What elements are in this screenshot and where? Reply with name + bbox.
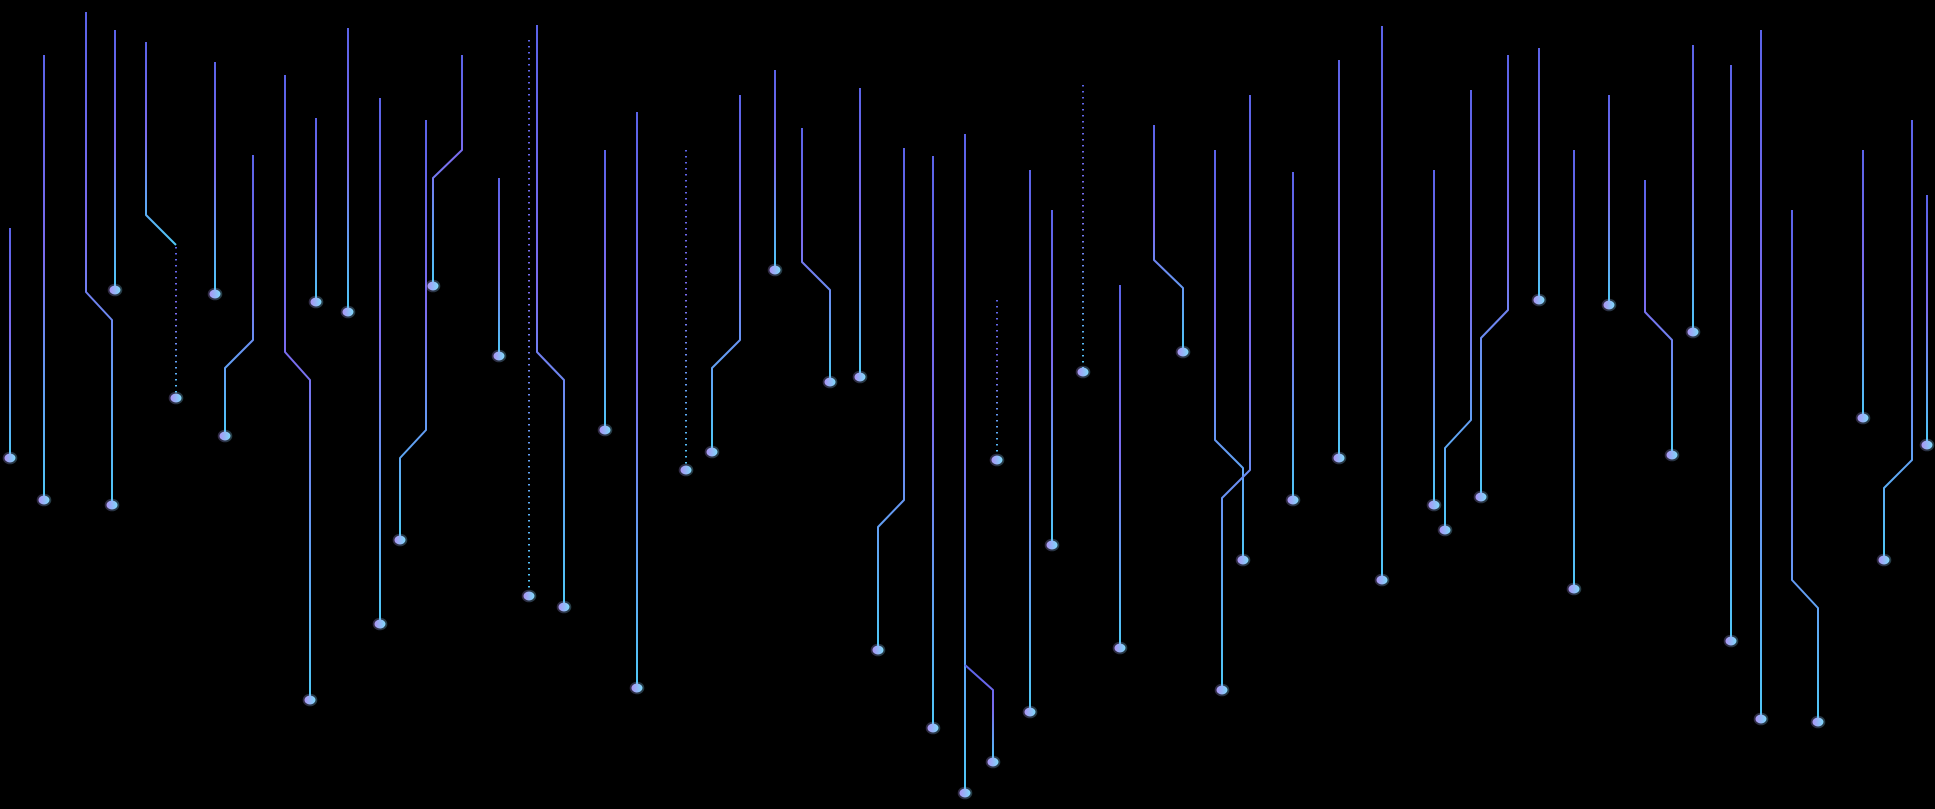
circuit-trace — [1480, 55, 1509, 497]
trace-endpoint-dot — [4, 453, 16, 463]
circuit-trace — [964, 664, 994, 762]
trace-endpoint-dot — [824, 377, 836, 387]
circuit-trace — [399, 120, 427, 540]
trace-endpoint-dot — [1376, 575, 1388, 585]
trace-endpoint-dot — [1216, 685, 1228, 695]
circuit-trace — [1791, 210, 1819, 722]
trace-endpoint-dot — [106, 500, 118, 510]
circuit-trace — [1221, 95, 1251, 690]
circuit-trace — [801, 128, 831, 382]
circuit-trace — [432, 55, 463, 286]
trace-endpoint-dot — [427, 281, 439, 291]
trace-endpoint-dot — [1603, 300, 1615, 310]
trace-endpoint-dot — [599, 425, 611, 435]
trace-endpoint-dot — [927, 723, 939, 733]
circuit-trace — [1214, 150, 1244, 560]
trace-endpoint-dot — [1755, 714, 1767, 724]
trace-endpoint-dot — [1046, 540, 1058, 550]
trace-endpoint-dot — [38, 495, 50, 505]
trace-endpoint-dot — [1077, 367, 1089, 377]
trace-endpoint-dot — [854, 372, 866, 382]
trace-endpoint-dot — [1921, 440, 1933, 450]
trace-endpoint-dot — [680, 465, 692, 475]
trace-endpoint-dot — [310, 297, 322, 307]
trace-endpoint-dot — [1114, 643, 1126, 653]
circuit-trace — [284, 75, 311, 700]
trace-endpoint-dot — [558, 602, 570, 612]
trace-endpoint-dot — [1177, 347, 1189, 357]
circuit-trace — [1444, 90, 1472, 530]
trace-endpoint-dot — [991, 455, 1003, 465]
trace-endpoint-dot — [1666, 450, 1678, 460]
trace-endpoint-dot — [374, 619, 386, 629]
circuit-trace — [1883, 120, 1913, 560]
trace-endpoint-dot — [1237, 555, 1249, 565]
trace-endpoint-dot — [394, 535, 406, 545]
trace-endpoint-dot — [1725, 636, 1737, 646]
trace-endpoint-dot — [1812, 717, 1824, 727]
trace-endpoint-dot — [872, 645, 884, 655]
circuit-trace — [1153, 125, 1184, 352]
trace-endpoint-dot — [1878, 555, 1890, 565]
circuit-trace — [711, 95, 741, 452]
trace-endpoint-dot — [1475, 492, 1487, 502]
trace-endpoint-dot — [170, 393, 182, 403]
trace-endpoint-dot — [1287, 495, 1299, 505]
circuit-trace — [85, 12, 113, 505]
trace-endpoint-dot — [1333, 453, 1345, 463]
trace-endpoint-dot — [304, 695, 316, 705]
trace-endpoint-dot — [1533, 295, 1545, 305]
trace-endpoint-dot — [523, 591, 535, 601]
circuit-trace — [536, 25, 565, 607]
circuit-trace — [1644, 180, 1673, 455]
trace-endpoint-dot — [342, 307, 354, 317]
circuit-trace — [877, 148, 905, 650]
trace-endpoint-dot — [109, 285, 121, 295]
trace-endpoint-dot — [959, 788, 971, 798]
trace-endpoint-dot — [706, 447, 718, 457]
trace-endpoint-dot — [1687, 327, 1699, 337]
trace-endpoint-dot — [1024, 707, 1036, 717]
trace-endpoint-dot — [1857, 413, 1869, 423]
circuit-trace — [224, 155, 254, 436]
circuit-trace — [145, 42, 177, 246]
trace-endpoint-dot — [631, 683, 643, 693]
trace-endpoint-dot — [987, 757, 999, 767]
trace-endpoint-dot — [769, 265, 781, 275]
trace-endpoint-dot — [219, 431, 231, 441]
trace-endpoint-dot — [1428, 500, 1440, 510]
trace-endpoint-dot — [209, 289, 221, 299]
trace-endpoint-dot — [493, 351, 505, 361]
trace-endpoint-dot — [1568, 584, 1580, 594]
trace-endpoint-dot — [1439, 525, 1451, 535]
